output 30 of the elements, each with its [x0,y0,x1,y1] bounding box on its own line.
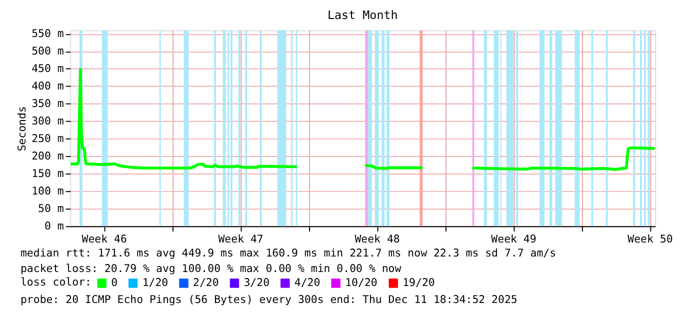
x-tick-label: Week 49 [491,232,536,246]
y-tick-label: 100 m [32,184,64,198]
y-tick-label: 0 m [44,220,64,233]
legend-label: 10/20 [345,276,378,290]
x-tick-label: Week 50 [628,232,673,246]
x-tick-label: Week 47 [218,232,264,246]
chart-title: Last Month [327,8,398,22]
legend-title: loss color: [20,276,92,289]
y-tick-label: 300 m [32,114,64,128]
legend-label: 2/20 [193,276,219,290]
y-tick-label: 550 m [32,27,64,40]
legend-label: 1/20 [142,276,168,290]
y-tick-label: 400 m [32,80,64,93]
y-tick-label: 450 m [32,62,64,76]
text: probe: 20 ICMP Echo Pings (56 Bytes) every 300s end: Thu Dec 11 18:34:52 2025 [20,293,518,306]
text: median rtt: 171.6 ms avg 449.9 ms max 160.9 ms min 221.7 ms now 22.3 ms sd 7.7 am/s [20,246,556,260]
legend-label: 19/20 [402,276,435,290]
y-tick-label: 250 m [32,132,64,146]
y-tick-label: 500 m [32,44,64,58]
y-tick-label: 350 m [32,97,64,110]
y-tick-label: 50 m [38,202,64,216]
text: packet loss: 20.79 % avg 100.00 % max 0.00 % min 0.00 % now [20,262,402,275]
y-axis-title: Seconds [16,106,29,152]
legend-label: 0 [111,276,118,290]
x-tick-label: Week 46 [82,232,127,246]
legend-label: 3/20 [244,276,270,290]
y-tick-label: 150 m [32,167,64,180]
y-tick-label: 200 m [32,150,64,163]
legend-label: 4/20 [294,276,320,290]
x-tick-label: Week 48 [354,232,400,246]
